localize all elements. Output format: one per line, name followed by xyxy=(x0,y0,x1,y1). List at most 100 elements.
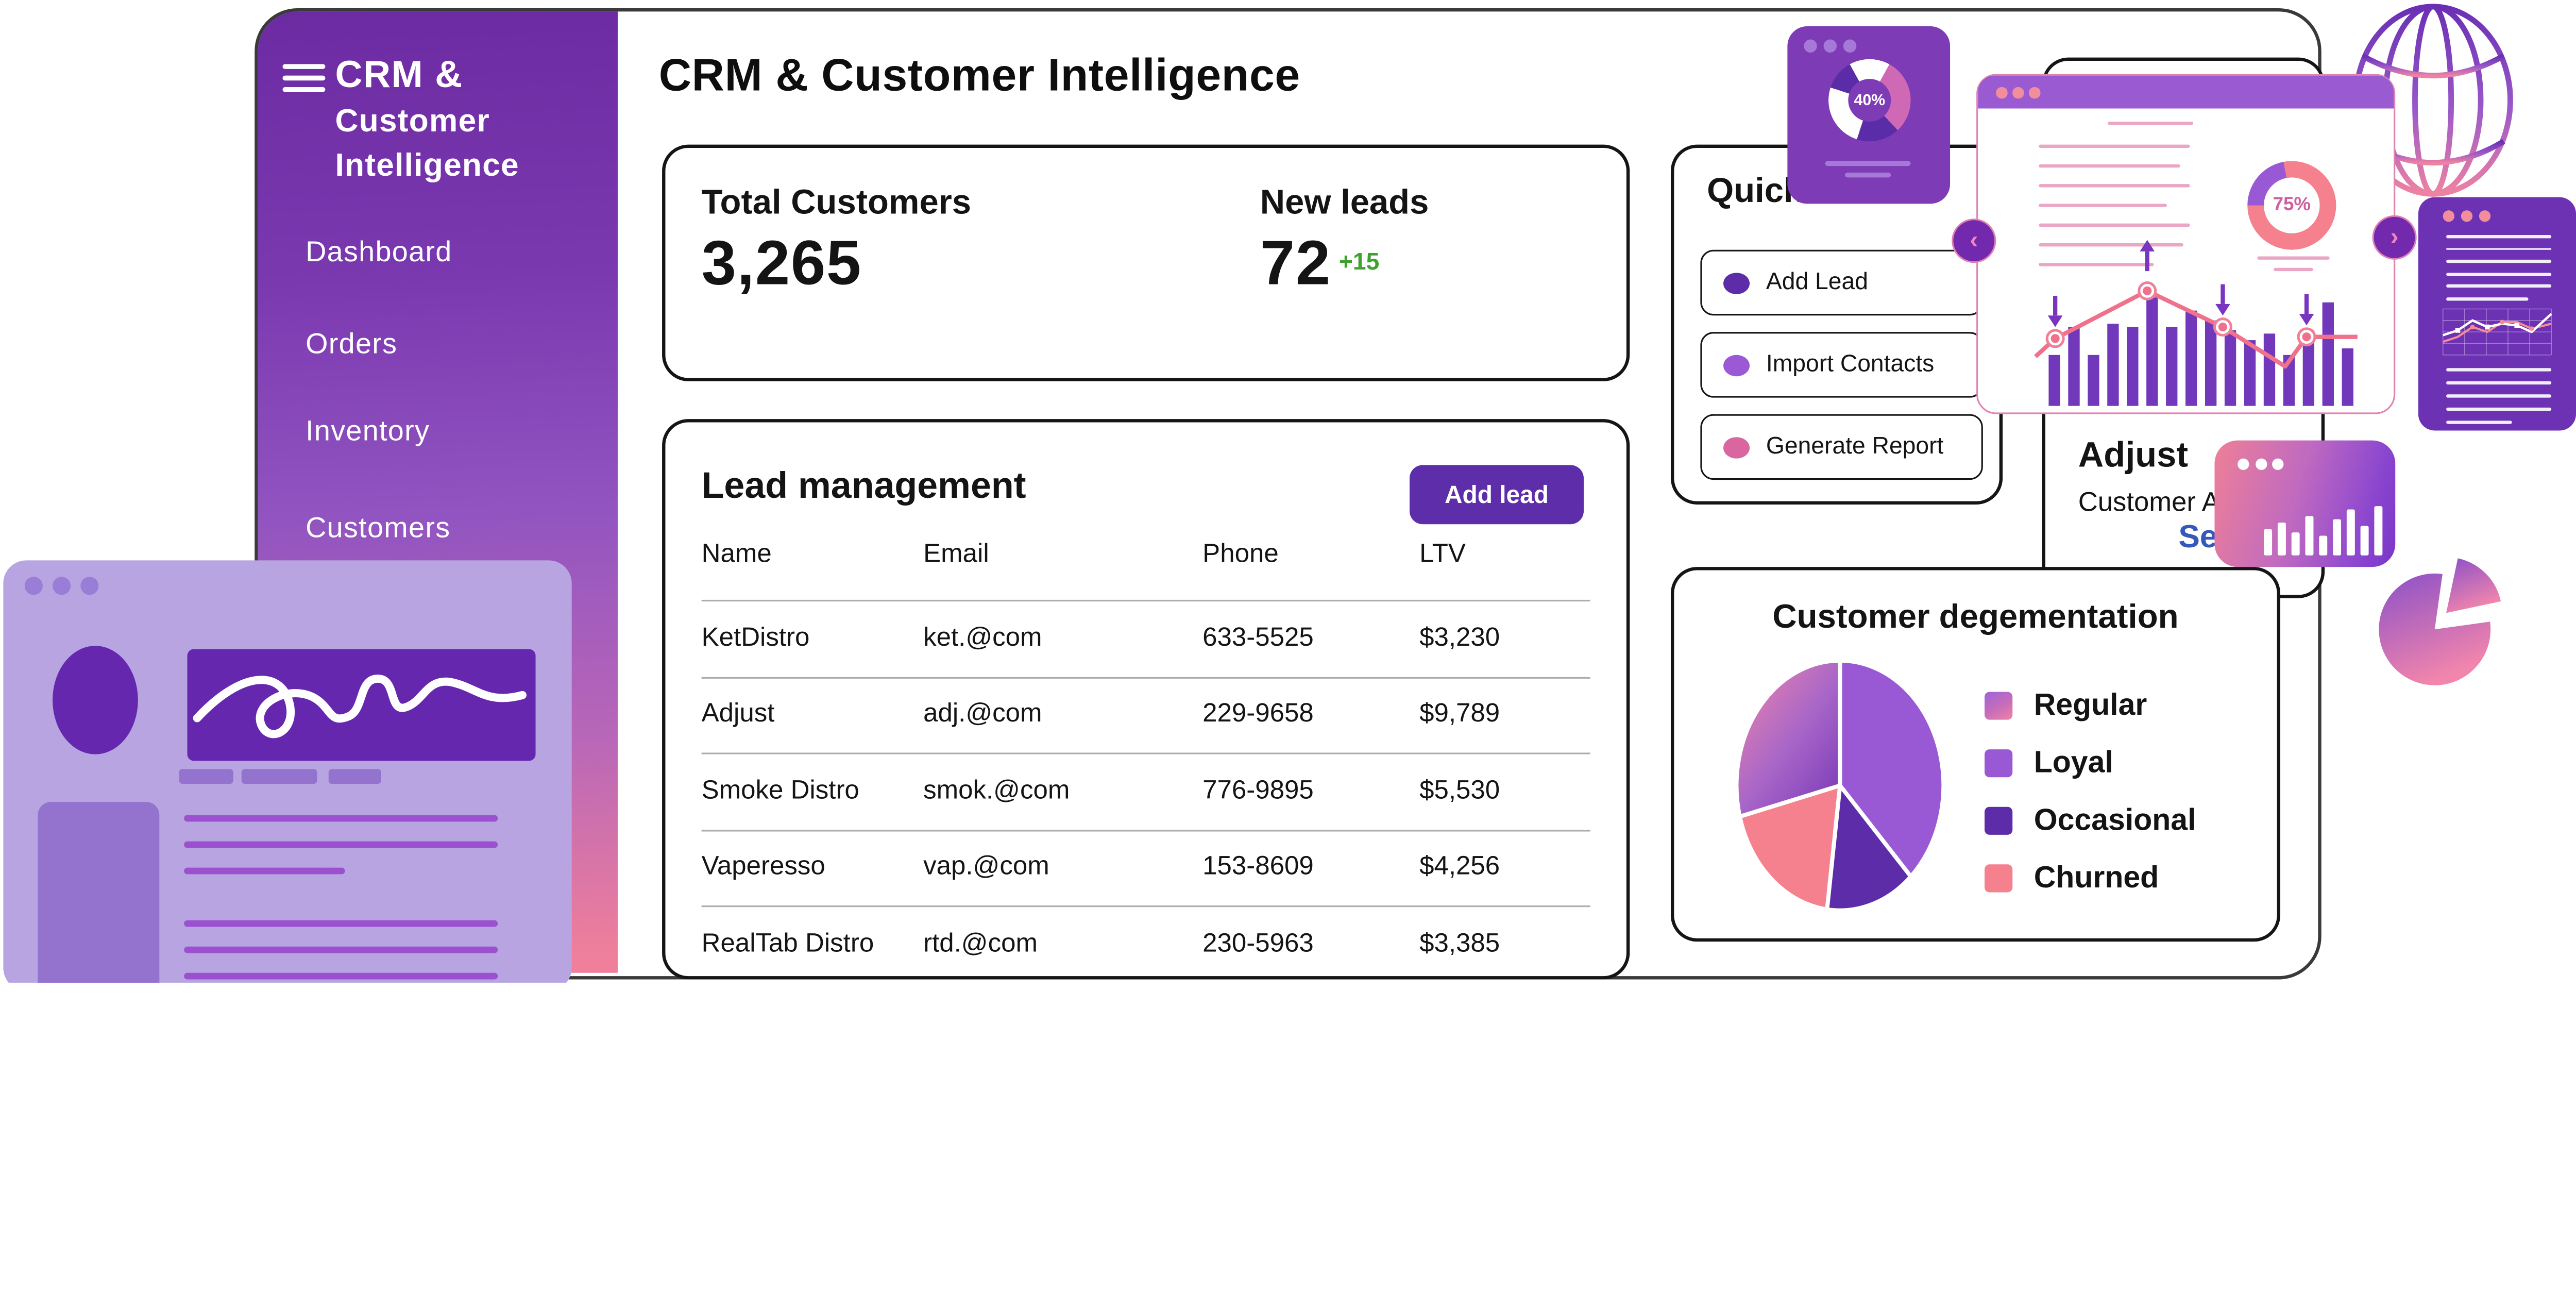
window-dot-icon xyxy=(1843,39,1857,53)
sidebar-item-orders[interactable]: Orders xyxy=(306,327,398,360)
customer-segmentation-card: Customer degementation Regular Loyal Occas… xyxy=(1670,567,2281,942)
quick-action-label: Import Contacts xyxy=(1766,351,1935,378)
skeleton-line xyxy=(2039,144,2190,148)
action-dot-icon xyxy=(1723,354,1750,376)
window-dot-icon xyxy=(2272,458,2284,470)
decor-barchart-icon-card xyxy=(2214,440,2396,567)
decor-browser-mockup xyxy=(3,560,572,983)
skeleton-line xyxy=(2446,272,2552,276)
window-dot-icon xyxy=(24,577,43,595)
carousel-right-button[interactable]: › xyxy=(2372,215,2417,260)
window-dot-icon xyxy=(53,577,71,595)
legend-label: Loyal xyxy=(2033,744,2113,779)
sidebar-item-inventory[interactable]: Inventory xyxy=(306,414,430,447)
legend-item-regular: Regular xyxy=(1985,687,2147,723)
sidebar-item-dashboard[interactable]: Dashboard xyxy=(306,234,452,268)
quick-action-label: Add Lead xyxy=(1766,269,1868,296)
quick-action-label: Generate Report xyxy=(1766,433,1944,460)
stats-card: Total Customers 3,265 New leads 72 +15 xyxy=(662,144,1630,381)
legend-item-churned: Churned xyxy=(1985,860,2159,896)
donut-40-label: 40% xyxy=(1854,91,1886,110)
skeleton-line xyxy=(2039,164,2180,168)
skeleton-line xyxy=(2039,243,2183,247)
donut-chart-75: 75% xyxy=(2247,161,2336,250)
bar-line-chart xyxy=(2034,240,2358,406)
legend-label: Occasional xyxy=(2033,802,2196,837)
table-cell: RealTab Distro xyxy=(701,930,874,958)
window-dot-icon xyxy=(1823,39,1837,53)
table-cell: $5,530 xyxy=(1419,777,1500,805)
table-row: Vaperesso vap.@com 153-8609 $4,256 xyxy=(701,829,1590,905)
table-cell: smok.@com xyxy=(923,777,1070,805)
carousel-left-button[interactable]: ‹ xyxy=(1952,219,1996,263)
skeleton-line xyxy=(2446,284,2552,288)
hamburger-menu-icon[interactable] xyxy=(282,64,326,93)
action-dot-icon xyxy=(1723,272,1750,294)
decor-analytics-window: 75% xyxy=(1976,74,2396,414)
window-dot-icon xyxy=(2012,87,2023,98)
quick-action-generate-report[interactable]: Generate Report xyxy=(1700,414,1983,480)
total-customers-value: 3,265 xyxy=(701,230,862,299)
mini-bar-chart-icon xyxy=(2264,506,2383,556)
lead-management-title: Lead management xyxy=(701,465,1026,507)
table-cell: rtd.@com xyxy=(923,930,1038,958)
window-dot-icon xyxy=(1996,87,2007,98)
table-cell: ket.@com xyxy=(923,624,1042,652)
column-header-ltv: LTV xyxy=(1419,541,1466,569)
chevron-right-icon: › xyxy=(2390,223,2399,251)
table-row: Smoke Distro smok.@com 776-9895 $5,530 xyxy=(701,752,1590,829)
window-dot-icon xyxy=(1804,39,1817,53)
legend-swatch xyxy=(1985,863,2013,892)
skeleton-line xyxy=(2446,260,2552,263)
sidebar-item-customers[interactable]: Customers xyxy=(306,511,451,544)
column-header-phone: Phone xyxy=(1202,541,1279,569)
decor-donut-card: 40% xyxy=(1787,26,1951,204)
quick-action-import-contacts[interactable]: Import Contacts xyxy=(1700,332,1983,398)
skeleton-line xyxy=(2039,263,2154,267)
sidebar-block-shape xyxy=(38,802,160,983)
donut-chart-40: 40% xyxy=(1828,59,1911,142)
pie-slice-churned xyxy=(1737,783,1842,912)
skeleton-button xyxy=(241,769,317,784)
legend-item-occasional: Occasional xyxy=(1985,802,2196,838)
table-cell: $4,256 xyxy=(1419,853,1500,881)
donut-75-label: 75% xyxy=(2273,195,2311,215)
window-dot-icon xyxy=(2029,87,2040,98)
pie-slice-loyal xyxy=(1838,658,1946,879)
skeleton-line xyxy=(184,920,498,927)
pie-slice-regular xyxy=(1734,658,1842,819)
table-row: KetDistro ket.@com 633-5525 $3,230 xyxy=(701,599,1590,676)
pie-slice-occasional xyxy=(1825,783,1913,913)
skeleton-line xyxy=(2039,204,2167,208)
window-dot-icon xyxy=(80,577,99,595)
window-dot-icon xyxy=(2238,458,2249,470)
skeleton-line xyxy=(2446,394,2552,398)
add-lead-button[interactable]: Add lead xyxy=(1409,465,1584,525)
skeleton-line xyxy=(2446,381,2552,384)
lead-management-card: Lead management Add lead Name Email Phone L… xyxy=(662,419,1630,980)
table-cell: vap.@com xyxy=(923,853,1049,881)
skeleton-line xyxy=(184,841,498,848)
table-cell: Smoke Distro xyxy=(701,777,859,805)
skeleton-line xyxy=(1844,172,1891,177)
mini-line-chart xyxy=(2442,308,2552,356)
window-dot-icon xyxy=(2443,210,2455,222)
decor-report-panel xyxy=(2418,197,2576,431)
column-header-name: Name xyxy=(701,541,772,569)
table-cell: 153-8609 xyxy=(1202,853,1314,881)
skeleton-line xyxy=(2274,267,2313,271)
skeleton-line xyxy=(2446,421,2512,424)
new-leads-value: 72 xyxy=(1260,230,1331,299)
table-cell: Vaperesso xyxy=(701,853,825,881)
leads-table: Name Email Phone LTV KetDistro ket.@com 633-5… xyxy=(701,541,1590,976)
adjust-card-title: Adjust xyxy=(2078,435,2189,475)
column-header-email: Email xyxy=(923,541,989,569)
quick-action-add-lead[interactable]: Add Lead xyxy=(1700,249,1983,316)
window-dot-icon xyxy=(2255,458,2266,470)
skeleton-line xyxy=(184,867,345,874)
legend-item-loyal: Loyal xyxy=(1985,745,2113,781)
sidebar-title-line1: CRM & xyxy=(335,53,463,95)
action-dot-icon xyxy=(1723,436,1750,458)
table-cell: 230-5963 xyxy=(1202,930,1314,958)
sidebar-title-line3: Intelligence xyxy=(335,147,519,184)
